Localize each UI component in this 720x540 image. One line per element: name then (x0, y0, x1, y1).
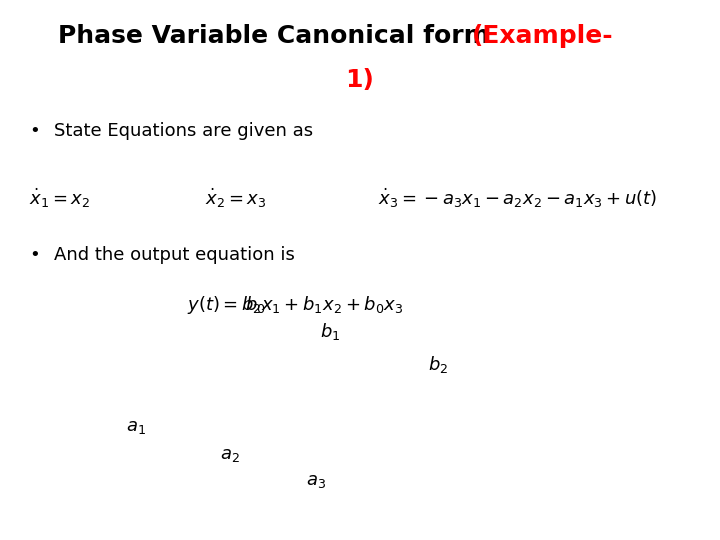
Text: And the output equation is: And the output equation is (54, 246, 295, 264)
Text: $a_1$: $a_1$ (126, 418, 146, 436)
Text: $\dot{x}_3 = -a_3 x_1 - a_2 x_2 - a_1 x_3 + u(t)$: $\dot{x}_3 = -a_3 x_1 - a_2 x_2 - a_1 x_… (378, 186, 657, 210)
Text: $b_0$: $b_0$ (245, 294, 266, 315)
Text: $y(t) = b_2 x_1 + b_1 x_2 + b_0 x_3$: $y(t) = b_2 x_1 + b_1 x_2 + b_0 x_3$ (187, 294, 403, 316)
Text: $b_2$: $b_2$ (428, 354, 449, 375)
Text: 1): 1) (346, 68, 374, 91)
Text: $a_2$: $a_2$ (220, 446, 239, 463)
Text: State Equations are given as: State Equations are given as (54, 122, 313, 139)
Text: $b_1$: $b_1$ (320, 321, 341, 342)
Text: $\dot{x}_1 = x_2$: $\dot{x}_1 = x_2$ (29, 186, 90, 210)
Text: •: • (29, 122, 40, 139)
Text: Phase Variable Canonical form: Phase Variable Canonical form (58, 24, 498, 48)
Text: $\dot{x}_2 = x_3$: $\dot{x}_2 = x_3$ (205, 186, 266, 210)
Text: $a_3$: $a_3$ (306, 472, 326, 490)
Text: •: • (29, 246, 40, 264)
Text: (Example-: (Example- (472, 24, 613, 48)
